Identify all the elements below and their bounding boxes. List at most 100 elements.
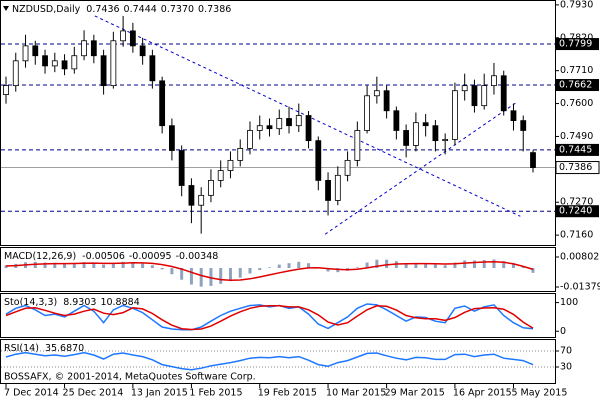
y-tick-label: 0.7930 — [560, 0, 593, 10]
candle-body — [32, 45, 39, 57]
y-tick-label: 0.7820 — [560, 32, 593, 43]
readout-value: -0.00506 — [82, 251, 125, 262]
candle-body — [208, 180, 214, 196]
histogram-bar — [511, 263, 515, 269]
pane-header: Sto(14,3,3) 8.9303 10.8884 — [4, 297, 140, 308]
candle-body — [42, 55, 48, 67]
x-tick-label: 25 Dec 2014 — [63, 388, 124, 399]
candle-body — [256, 125, 263, 131]
level-label: 0.7799 — [559, 39, 592, 50]
candle-body — [344, 159, 351, 176]
histogram-bar — [53, 262, 57, 269]
x-tick-label: 10 Mar 2015 — [326, 388, 386, 399]
level-label: 0.7445 — [559, 144, 592, 155]
histogram-bar — [453, 262, 457, 269]
pane-title: MACD(12,26,9) — [4, 251, 76, 262]
readout-value: 0.7436 — [86, 4, 119, 15]
candle-body — [354, 130, 361, 161]
candle-body — [3, 85, 9, 95]
candle-body — [178, 150, 185, 186]
candle-body — [500, 75, 507, 112]
x-tick-label: 19 Feb 2015 — [258, 388, 317, 399]
candle-body — [422, 122, 429, 127]
histogram-bar — [326, 268, 330, 272]
histogram-bar — [492, 259, 496, 269]
x-tick-label: 5 May 2015 — [511, 388, 567, 399]
histogram-bar — [433, 264, 437, 269]
histogram-bar — [180, 268, 184, 280]
histogram-bar — [209, 268, 213, 286]
candle-body — [442, 139, 449, 142]
readout-value: 35.6870 — [45, 343, 84, 354]
trendline — [324, 101, 518, 235]
histogram-bar — [297, 261, 301, 269]
candle-body — [120, 30, 127, 42]
histogram-bar — [443, 265, 447, 269]
candle-body — [461, 85, 468, 92]
histogram-bar — [72, 263, 76, 269]
candle-body — [510, 110, 517, 122]
candle-body — [373, 90, 380, 97]
candle-body — [237, 148, 244, 161]
symbol-icon — [3, 6, 9, 11]
candle-body — [364, 95, 370, 131]
readout-value: 0.7370 — [161, 4, 194, 15]
price-pane — [0, 0, 556, 246]
pane-title: RSI(14) — [4, 343, 39, 354]
y-tick-label: 70 — [560, 346, 572, 357]
candle-body — [481, 85, 488, 107]
histogram-bar — [248, 268, 252, 274]
histogram-bar — [238, 268, 242, 278]
histogram-bar — [531, 268, 535, 273]
candle-body — [266, 125, 273, 130]
y-tick-label: 0.7600 — [560, 98, 593, 109]
histogram-bar — [375, 259, 379, 269]
readout-value: -0.00348 — [176, 251, 219, 262]
candle-body — [81, 40, 87, 57]
candle-body — [334, 174, 341, 201]
candle-body — [71, 55, 78, 70]
histogram-bar — [258, 268, 262, 271]
readout-value: -0.00095 — [129, 251, 172, 262]
histogram-bar — [355, 267, 359, 269]
histogram-bar — [472, 260, 476, 269]
candle-body — [432, 125, 439, 142]
readout-value: 0.7444 — [124, 4, 157, 15]
readout-value: 0.7386 — [198, 4, 231, 15]
candle-body — [139, 45, 146, 57]
candle-body — [305, 115, 312, 142]
candle-body — [169, 125, 175, 151]
histogram-bar — [170, 268, 174, 275]
level-label: 0.7662 — [559, 80, 592, 91]
indicator-line — [5, 260, 534, 282]
y-tick-label: 100 — [560, 297, 578, 308]
candle-body — [61, 60, 68, 70]
candle-body — [22, 45, 29, 62]
histogram-bar — [502, 261, 506, 269]
y-tick-label: -0.01379 — [560, 281, 600, 292]
y-tick-label: 0.7160 — [560, 230, 593, 241]
candle-body — [403, 130, 410, 146]
x-tick-label: 7 Dec 2014 — [4, 388, 59, 399]
candle-body — [159, 80, 166, 127]
histogram-bar — [277, 264, 281, 269]
candle-body — [247, 130, 253, 149]
pane-title: Sto(14,3,3) — [4, 297, 57, 308]
copyright: BOSSAFX, © 2001-2014, MetaQuotes Softwar… — [4, 372, 256, 383]
last-price-label: 0.7386 — [559, 162, 592, 173]
candle-body — [412, 122, 419, 146]
y-tick-label: 30 — [560, 362, 572, 373]
candle-body — [452, 90, 458, 140]
last-price-box — [555, 161, 600, 175]
y-tick-label: 0.7490 — [560, 131, 593, 142]
candle-body — [383, 90, 390, 112]
candle-body — [198, 194, 205, 206]
candle-body — [100, 55, 107, 87]
level-label: 0.7240 — [559, 206, 592, 217]
histogram-bar — [92, 262, 96, 269]
histogram-bar — [160, 268, 164, 270]
readout-value: 10.8884 — [100, 297, 139, 308]
candle-body — [276, 118, 283, 130]
